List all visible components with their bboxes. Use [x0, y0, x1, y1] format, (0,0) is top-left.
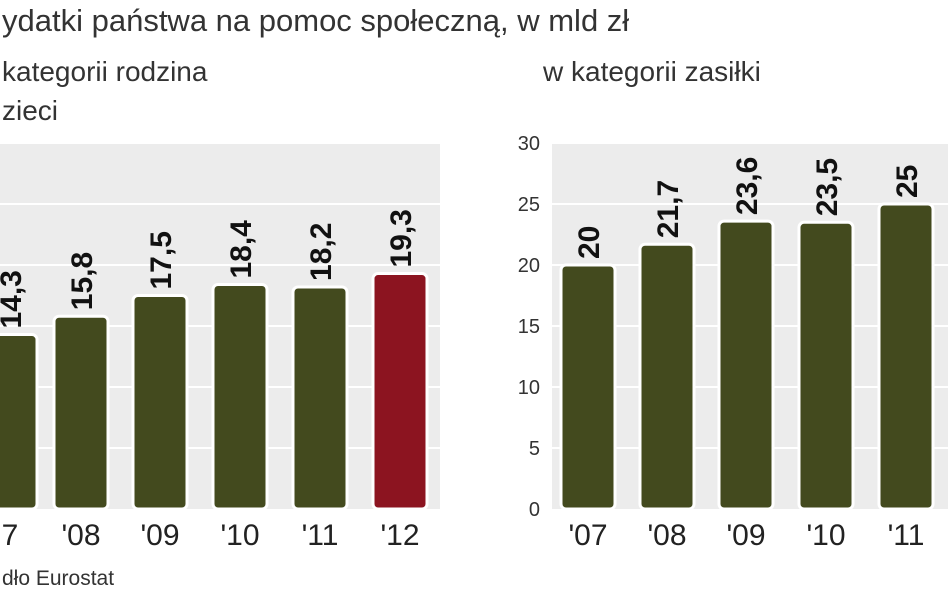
x-tick-label: '09 [140, 519, 179, 552]
bar [638, 242, 696, 511]
right-chart: 0 5 10 15 20 25 30 20 '07 21,7 '08 23,6 '09 23,5 '10 25… [518, 133, 948, 552]
bar [877, 202, 935, 511]
left-chart-title: kategorii rodzina [2, 56, 208, 87]
x-tick-label: '11 [888, 519, 925, 552]
x-tick-label: '10 [806, 519, 845, 552]
data-label: 15,8 [66, 252, 99, 310]
x-tick-label: '08 [647, 519, 686, 552]
chart-title: ydatki państwa na pomoc społeczną, w mld… [2, 3, 629, 38]
data-label: 20 [573, 226, 606, 259]
bar [131, 294, 189, 511]
y-tick-label: 15 [518, 316, 540, 338]
x-tick-label: '12 [380, 519, 419, 552]
left-chart-subtitle: zieci [2, 95, 58, 126]
data-label: 17,5 [145, 231, 178, 289]
data-label: 25 [891, 165, 924, 198]
bar [797, 220, 855, 511]
bar [371, 272, 429, 511]
y-tick-label: 25 [518, 194, 540, 216]
y-tick-label: 30 [518, 133, 540, 155]
bar [0, 333, 39, 511]
x-tick-label: '08 [61, 519, 100, 552]
x-tick-label: '09 [726, 519, 765, 552]
left-chart: 14,3 7 15,8 '08 17,5 '09 18,4 '10 18,2 '11 19,3 '12 [0, 142, 440, 552]
data-label: 18,4 [225, 220, 258, 279]
data-label: 18,2 [305, 223, 338, 281]
x-tick-label: 7 [2, 519, 19, 552]
bar [52, 314, 110, 511]
data-label: 19,3 [385, 209, 418, 267]
x-tick-label: '10 [220, 519, 259, 552]
data-label: 23,6 [731, 157, 764, 215]
bar [717, 219, 775, 511]
y-tick-label: 5 [529, 438, 540, 460]
data-label: 21,7 [652, 180, 685, 238]
data-label: 14,3 [0, 270, 28, 328]
bar [559, 263, 617, 511]
x-tick-label: '07 [568, 519, 607, 552]
x-tick-label: '11 [302, 519, 339, 552]
bar [291, 285, 349, 511]
bar [211, 283, 269, 511]
y-tick-label: 20 [518, 255, 540, 277]
data-label: 23,5 [811, 158, 844, 216]
source-note: dło Eurostat [2, 567, 114, 590]
y-tick-label: 0 [529, 499, 540, 521]
y-tick-label: 10 [518, 377, 540, 399]
right-chart-title: w kategorii zasiłki [542, 56, 761, 87]
